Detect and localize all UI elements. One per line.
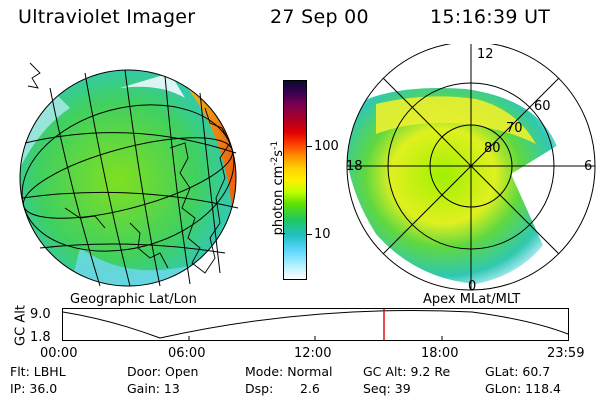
dsp-value: 2.6 bbox=[300, 381, 320, 396]
colorbar-tick-100 bbox=[306, 146, 312, 147]
alt-xtick-2359: 23:59 bbox=[547, 346, 585, 361]
colorbar-label-10: 10 bbox=[314, 227, 331, 242]
mlt-label-0: 0 bbox=[468, 279, 476, 294]
colorbar-label-100: 100 bbox=[314, 139, 339, 154]
mode-value: Mode: Normal bbox=[245, 364, 333, 379]
alt-ylabel: GC Alt bbox=[13, 305, 29, 346]
geo-caption: Geographic Lat/Lon bbox=[70, 292, 197, 307]
flt-value: Flt: LBHL bbox=[10, 364, 66, 379]
alt-xtick-1800: 18:00 bbox=[421, 346, 459, 361]
alt-xtick-0600: 06:00 bbox=[168, 346, 206, 361]
time-label: 15:16:39 UT bbox=[430, 6, 551, 28]
altitude-plot bbox=[62, 308, 569, 341]
alt-ytick-top: 9.0 bbox=[30, 307, 51, 322]
instrument-title: Ultraviolet Imager bbox=[18, 6, 196, 28]
door-value: Door: Open bbox=[127, 364, 199, 379]
gain-value: Gain: 13 bbox=[127, 381, 180, 396]
colorbar-title: photon cm-2s-1 bbox=[270, 108, 286, 268]
alt-ytick-bottom: 1.8 bbox=[30, 330, 51, 345]
colorbar-title-mid: s bbox=[271, 149, 287, 157]
alt-xtick-1200: 12:00 bbox=[294, 346, 332, 361]
ip-value: IP: 36.0 bbox=[10, 381, 58, 396]
lat-label-80: 80 bbox=[484, 141, 501, 156]
colorbar bbox=[283, 80, 307, 280]
dsp-label: Dsp: bbox=[245, 381, 274, 396]
date-label: 27 Sep 00 bbox=[270, 6, 369, 28]
polar-caption: Apex MLat/MLT bbox=[423, 292, 521, 307]
colorbar-title-main: photon cm bbox=[271, 165, 287, 236]
lat-label-70: 70 bbox=[506, 121, 523, 136]
colorbar-title-sup2: -1 bbox=[269, 140, 280, 150]
colorbar-title-sup1: -2 bbox=[269, 156, 280, 166]
gcalt-value: GC Alt: 9.2 Re bbox=[363, 364, 451, 379]
mlt-label-6: 6 bbox=[584, 159, 592, 174]
glon-value: GLon: 118.4 bbox=[485, 381, 561, 396]
geographic-image bbox=[19, 62, 239, 287]
mlt-label-12: 12 bbox=[477, 47, 494, 62]
polar-plot: 12 18 6 0 60 70 80 bbox=[346, 44, 596, 294]
seq-value: Seq: 39 bbox=[363, 381, 411, 396]
glat-value: GLat: 60.7 bbox=[485, 364, 551, 379]
lat-label-60: 60 bbox=[534, 99, 551, 114]
mlt-label-18: 18 bbox=[346, 159, 363, 174]
colorbar-tick-10 bbox=[306, 234, 312, 235]
alt-xtick-0000: 00:00 bbox=[40, 346, 78, 361]
